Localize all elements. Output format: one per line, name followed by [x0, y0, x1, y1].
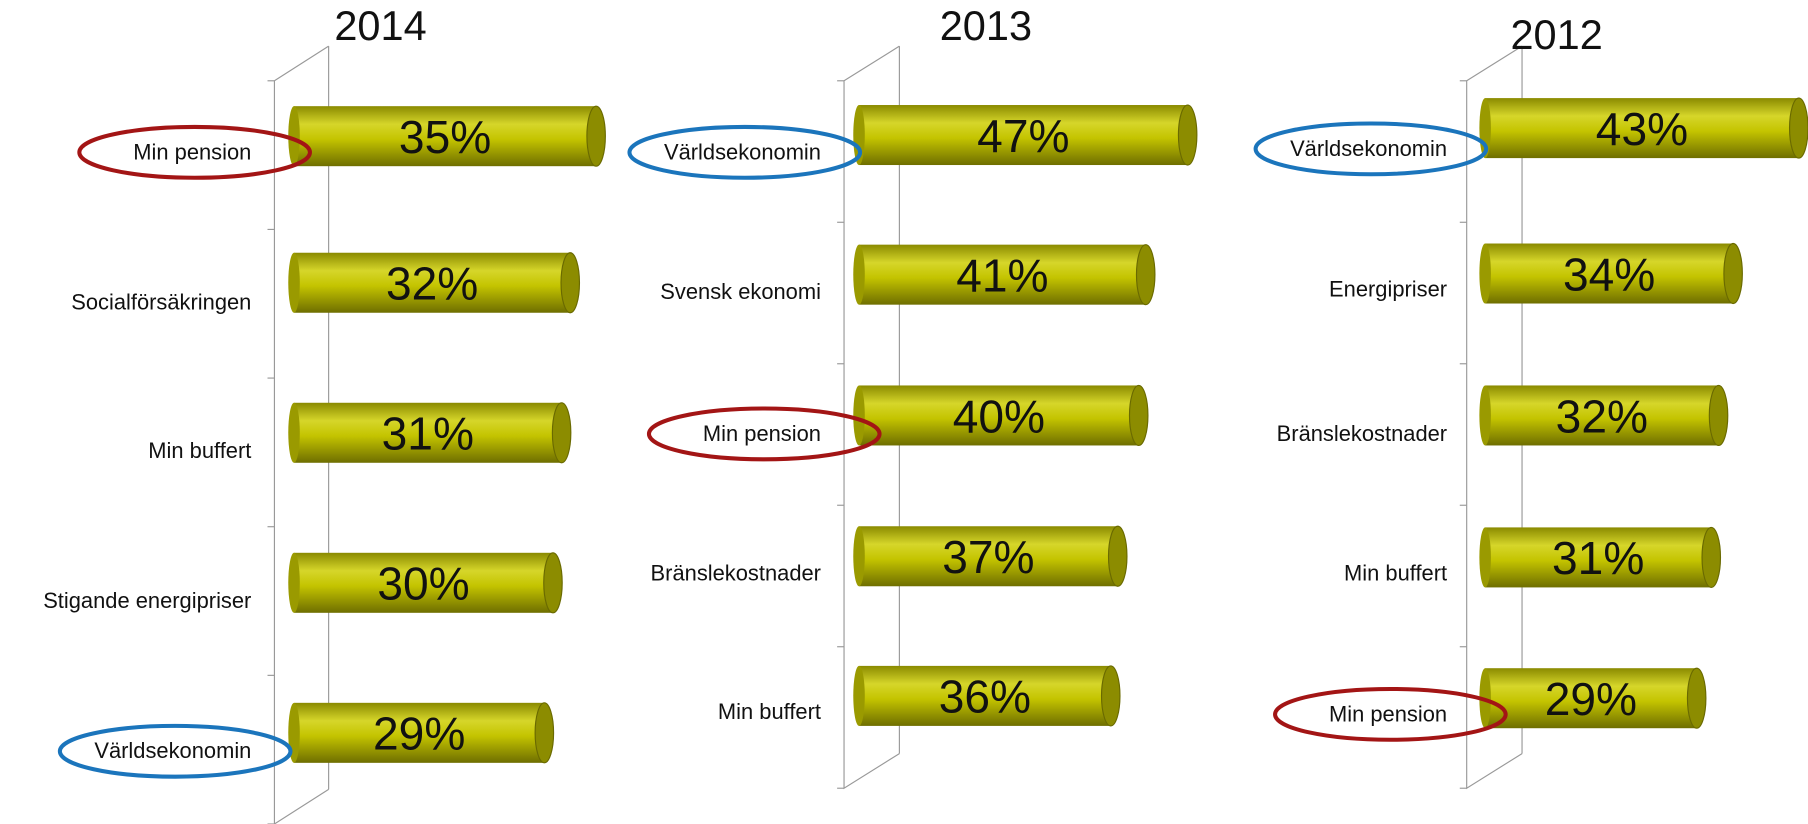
- bar: [853, 244, 1156, 306]
- value-label: 29%: [373, 708, 465, 760]
- bar-body: [859, 526, 1118, 587]
- bar: [288, 702, 555, 764]
- category-label: Världsekonomin: [664, 139, 821, 164]
- bar-body: [1485, 243, 1734, 304]
- category-label: Socialförsäkringen: [71, 289, 251, 314]
- bar-base: [288, 252, 300, 313]
- value-label: 30%: [377, 558, 469, 610]
- bar-base: [288, 552, 300, 613]
- category-label: Min buffert: [1344, 560, 1447, 585]
- bar-body: [294, 702, 545, 763]
- chart-title: 2014: [334, 2, 426, 49]
- bar-base: [853, 244, 865, 305]
- chart-title: 2013: [940, 2, 1032, 49]
- value-label: 35%: [399, 111, 491, 163]
- bar-cap: [1788, 97, 1808, 159]
- bar-base: [853, 105, 865, 166]
- bar-cap: [543, 552, 563, 614]
- bar: [1479, 526, 1722, 588]
- category-label: Världsekonomin: [94, 738, 251, 763]
- highlight-ellipse: [77, 124, 312, 180]
- chart-title: 2012: [1510, 11, 1602, 58]
- highlight-ellipse: [1273, 686, 1508, 742]
- highlight-ellipse: [627, 124, 863, 180]
- bar-cap: [560, 252, 581, 314]
- bar-cap: [1100, 665, 1121, 727]
- bar-base: [1479, 385, 1491, 446]
- value-label: 41%: [956, 249, 1048, 301]
- bar-base: [1479, 527, 1491, 588]
- value-label: 47%: [977, 110, 1069, 162]
- category-label: Bränslekostnader: [651, 560, 821, 585]
- value-label: 31%: [1552, 532, 1644, 584]
- highlight-ellipse: [57, 723, 293, 779]
- bar-cap: [1686, 667, 1707, 729]
- bar-body: [1485, 98, 1799, 159]
- bar-body: [294, 552, 553, 613]
- bar: [288, 105, 606, 167]
- bar-cap: [534, 702, 555, 764]
- bar-cap: [1135, 244, 1156, 306]
- bar-base: [1479, 243, 1491, 304]
- bar-body: [859, 244, 1146, 305]
- bar: [288, 402, 572, 464]
- bar-cap: [1701, 526, 1722, 588]
- category-label: Min buffert: [148, 438, 251, 463]
- bar: [853, 525, 1128, 587]
- bar-body: [1485, 668, 1697, 729]
- bar-body: [859, 385, 1139, 446]
- bar-cap: [586, 105, 606, 167]
- value-label: 31%: [382, 408, 474, 460]
- bar-body: [294, 252, 571, 313]
- category-label: Min pension: [703, 421, 821, 446]
- value-label: 29%: [1545, 673, 1637, 725]
- value-label: 37%: [942, 531, 1034, 583]
- bar-base: [853, 385, 865, 446]
- category-label: Svensk ekonomi: [660, 279, 821, 304]
- bar-cap: [1177, 104, 1198, 166]
- bar: [853, 384, 1149, 447]
- bar-cap: [1107, 525, 1128, 587]
- bar-cap: [551, 402, 572, 464]
- bar-body: [1485, 385, 1719, 446]
- bar: [853, 104, 1198, 166]
- bar-body: [294, 106, 597, 167]
- bar-cap: [1708, 384, 1729, 447]
- bar: [1479, 97, 1808, 159]
- bar-body: [859, 665, 1111, 726]
- value-label: 32%: [1556, 390, 1648, 442]
- value-label: 43%: [1596, 103, 1688, 155]
- category-label: Världsekonomin: [1290, 136, 1447, 161]
- bar: [853, 665, 1121, 727]
- value-label: 40%: [953, 390, 1045, 442]
- category-label: Bränslekostnader: [1277, 421, 1447, 446]
- bar: [1479, 242, 1743, 305]
- bar-base: [288, 402, 300, 463]
- bar-cap: [1128, 384, 1149, 447]
- bar: [1479, 667, 1707, 729]
- bar-base: [853, 665, 865, 726]
- category-label: Min buffert: [718, 699, 821, 724]
- category-label: Energipriser: [1329, 277, 1447, 302]
- bar: [288, 252, 581, 314]
- bar-body: [1485, 527, 1712, 588]
- value-label: 34%: [1563, 248, 1655, 300]
- category-label: Min pension: [1329, 701, 1447, 726]
- bar-body: [859, 105, 1188, 166]
- bar-cap: [1723, 242, 1743, 305]
- category-label: Min pension: [133, 139, 251, 164]
- highlight-ellipse: [1253, 121, 1489, 177]
- value-label: 32%: [386, 258, 478, 310]
- bar: [1479, 384, 1729, 447]
- bar-base: [853, 526, 865, 587]
- bar-body: [294, 402, 562, 463]
- value-label: 36%: [939, 671, 1031, 723]
- highlight-ellipse: [646, 406, 882, 462]
- bar-base: [288, 106, 300, 167]
- category-label: Stigande energipriser: [43, 588, 251, 613]
- bar: [288, 552, 563, 614]
